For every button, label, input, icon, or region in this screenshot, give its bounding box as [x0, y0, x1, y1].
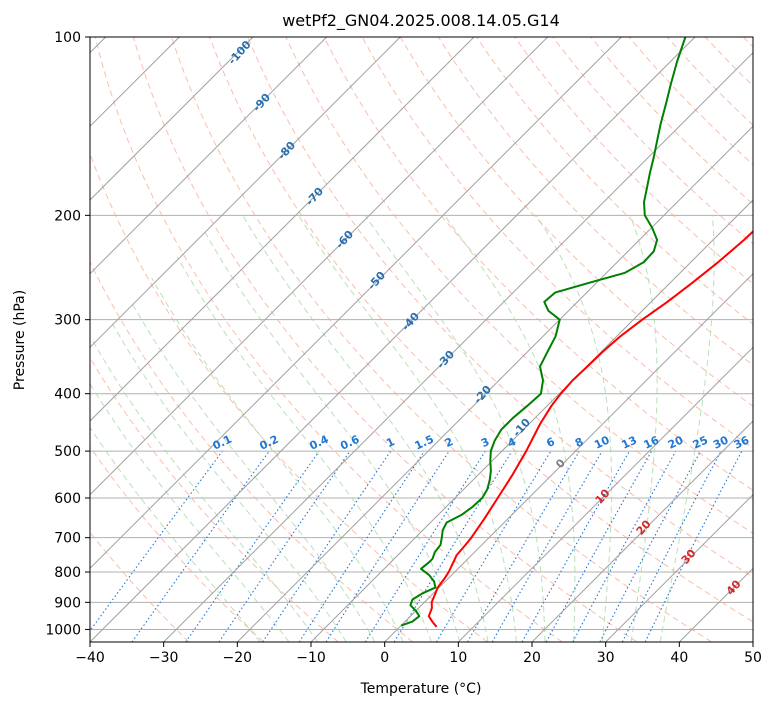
mixing-ratio-line: [325, 451, 450, 642]
isotherm-line: [90, 37, 549, 496]
x-tick-label: 50: [744, 650, 762, 666]
dry-adiabat-line: [209, 37, 753, 623]
y-tick-label: 300: [54, 313, 81, 329]
mixing-ratio-line: [218, 451, 351, 642]
x-tick-label: 20: [523, 650, 541, 666]
y-tick-label: 500: [54, 444, 81, 460]
y-tick-label: 600: [54, 491, 81, 507]
isotherm-line: [310, 199, 753, 642]
y-tick-label: 700: [54, 531, 81, 547]
mixing-ratio-label: 20: [666, 433, 686, 451]
x-axis-title: Temperature (°C): [360, 681, 482, 697]
x-tick-label: 10: [449, 650, 467, 666]
mixing-ratio-label: 10: [592, 433, 612, 451]
y-axis: 100 200 300 400 500 600 700 800 900 1000: [45, 30, 90, 638]
mixing-ratio-label: 36: [732, 433, 752, 451]
y-tick-label: 100: [54, 30, 81, 46]
moist-adiabat-line: [535, 215, 613, 642]
x-tick-label: 40: [670, 650, 688, 666]
mixing-ratio-line: [572, 451, 677, 642]
isotherm-line: [605, 493, 753, 642]
x-tick-label: 30: [597, 650, 615, 666]
mixing-ratio-label: 13: [620, 434, 639, 452]
dewpoint-profile-line: [400, 37, 687, 627]
dry-adiabat-line: [285, 37, 753, 535]
isotherm-line: [531, 420, 753, 642]
isotherm-line: [457, 346, 753, 642]
temperature-profile-line: [427, 230, 753, 628]
grid-layer: [90, 37, 753, 642]
chart-title: wetPf2_GN04.2025.008.14.05.G14: [282, 11, 560, 31]
mixing-ratio-label: 30: [711, 433, 731, 451]
mixing-ratio-line: [545, 451, 652, 642]
dry-adiabat-line: [437, 37, 753, 366]
moist-adiabat-line: [112, 323, 347, 642]
dry-adiabat-line: [90, 260, 414, 642]
moist-adiabat-line: [364, 215, 546, 642]
x-tick-label: −40: [75, 650, 105, 666]
moist-adiabat-line: [130, 301, 376, 642]
dry-adiabat-line: [90, 446, 264, 642]
moist-adiabat-line: [151, 277, 404, 642]
mixing-ratio-line: [435, 451, 552, 642]
mixing-ratio-line: [131, 451, 270, 642]
dry-adiabat-line: [323, 37, 753, 491]
series-layer: [400, 37, 753, 628]
isotherm-line: [236, 125, 753, 642]
dry-adiabat-line: [361, 37, 753, 449]
x-tick-label: −30: [149, 650, 179, 666]
moist-adiabat-line: [90, 426, 261, 642]
dry-adiabat-line: [94, 37, 563, 642]
moist-adiabat-line: [202, 227, 461, 642]
moist-adiabat-line: [92, 340, 319, 642]
y-tick-label: 1000: [45, 622, 81, 638]
mixing-ratio-line: [491, 451, 603, 642]
isotherm-line: [90, 37, 254, 201]
mixing-ratio-line: [393, 451, 513, 642]
mixing-ratio-line: [364, 451, 486, 642]
isotherm-line: [90, 37, 328, 275]
isotherm-line: [90, 37, 696, 642]
isotherm-line: [90, 37, 475, 422]
dry-adiabat-line: [552, 37, 753, 245]
moist-adiabat-line: [659, 215, 715, 642]
moist-adiabat-line: [444, 215, 576, 642]
dry-adiabat-line: [132, 37, 638, 642]
y-axis-title: Pressure (hPa): [12, 290, 28, 390]
mixing-ratio-line: [90, 451, 223, 632]
x-axis: −40 −30 −20 −10 0 10 20 30 40 50: [75, 642, 762, 666]
y-tick-label: 900: [54, 595, 81, 611]
moist-adiabat-line: [176, 256, 432, 642]
isotherm-line: [384, 272, 753, 642]
dry-adiabat-line: [247, 37, 753, 578]
y-tick-label: 400: [54, 387, 81, 403]
mixing-ratio-label: 16: [642, 433, 662, 451]
dry-adiabat-line: [90, 152, 488, 642]
isotherm-line: [163, 51, 753, 642]
isotherm-line: [90, 37, 622, 570]
moist-adiabat-line: [629, 215, 658, 642]
plot-frame: [89, 36, 754, 643]
mixing-ratio-line: [467, 451, 580, 642]
x-tick-label: −10: [296, 650, 326, 666]
dry-adiabat-line: [628, 37, 753, 166]
mixing-ratio-label: 25: [691, 434, 710, 452]
moist-adiabat-line: [90, 382, 290, 642]
y-tick-label: 200: [54, 208, 81, 224]
x-tick-label: 0: [380, 650, 389, 666]
dry-adiabat-line: [171, 37, 712, 642]
dry-adiabat-line: [399, 37, 753, 407]
y-tick-label: 800: [54, 565, 81, 581]
mixing-ratio-line: [521, 451, 630, 642]
isotherm-line: [90, 37, 401, 349]
x-tick-label: −20: [223, 650, 253, 666]
